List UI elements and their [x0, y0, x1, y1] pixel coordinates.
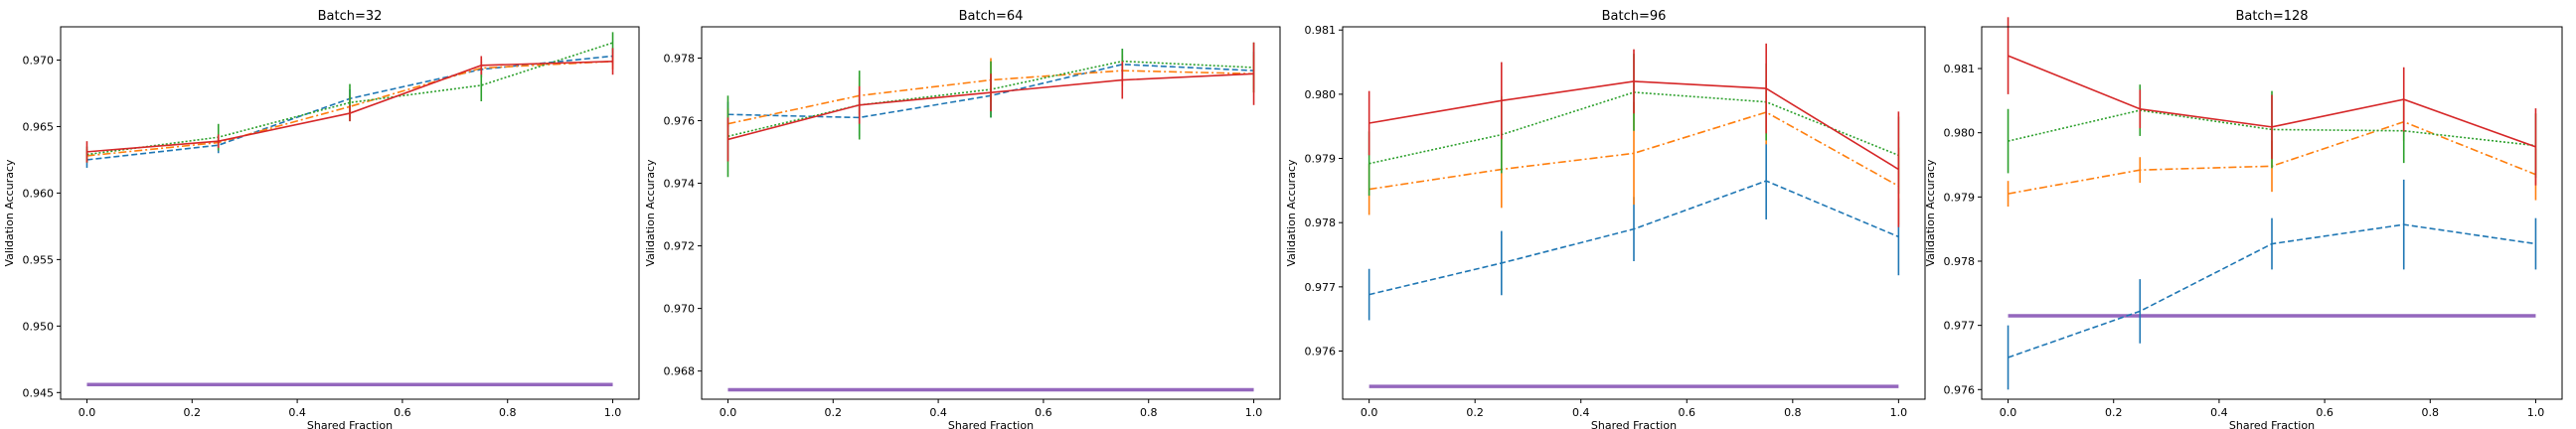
chart-title: Batch=128: [2235, 9, 2308, 24]
x-axis-label: Shared Fraction: [1591, 419, 1677, 429]
x-tick-label: 1.0: [604, 406, 622, 419]
x-tick-label: 0.4: [929, 406, 947, 419]
chart-panel-2: 0.0 0.2 0.4 0.6 0.8 1.0 0.968 0.970 0.972 0.974 0.…: [644, 9, 1281, 429]
x-tick-label: 0.6: [394, 406, 411, 419]
y-tick-label: 0.981: [1944, 63, 1976, 75]
x-axis-label: Shared Fraction: [948, 419, 1034, 429]
x-tick-label: 0.2: [2105, 406, 2123, 419]
y-tick-label: 0.977: [1944, 320, 1976, 333]
y-tick-label: 0.950: [23, 320, 55, 333]
chart-title: Batch=64: [959, 9, 1024, 24]
y-tick-label: 0.978: [664, 53, 696, 66]
y-axis-label: Validation Accuracy: [3, 159, 16, 267]
y-tick-label: 0.968: [664, 365, 696, 378]
x-tick-label: 0.6: [2316, 406, 2334, 419]
y-tick-label: 0.979: [1305, 153, 1337, 166]
y-tick-label: 0.979: [1944, 191, 1976, 204]
x-tick-label: 0.8: [1784, 406, 1802, 419]
y-tick-label: 0.980: [1944, 127, 1976, 140]
x-tick-label: 0.8: [499, 406, 517, 419]
x-tick-label: 0.4: [1572, 406, 1590, 419]
x-tick-label: 1.0: [1245, 406, 1263, 419]
x-tick-label: 0.4: [288, 406, 306, 419]
y-tick-label: 0.965: [23, 120, 55, 133]
y-tick-label: 0.978: [1944, 255, 1976, 268]
x-tick-label: 0.6: [1679, 406, 1696, 419]
x-tick-label: 0.2: [1466, 406, 1484, 419]
series-line-orange-dashdot: [86, 61, 613, 157]
x-tick-label: 0.4: [2210, 406, 2228, 419]
axes-frame: [1342, 26, 1926, 400]
y-tick-label: 0.981: [1305, 24, 1337, 37]
x-tick-label: 0.0: [79, 406, 96, 419]
y-tick-label: 0.945: [23, 386, 55, 399]
y-tick-label: 0.977: [1305, 281, 1337, 294]
y-tick-label: 0.980: [1305, 88, 1337, 101]
y-tick-label: 0.976: [1944, 383, 1976, 396]
x-tick-label: 0.0: [720, 406, 737, 419]
x-axis-label: Shared Fraction: [2229, 419, 2315, 429]
y-tick-label: 0.970: [23, 54, 55, 67]
x-tick-label: 0.2: [184, 406, 202, 419]
chart-panel-3: 0.0 0.2 0.4 0.6 0.8 1.0 0.976 0.977 0.978 0.979 0.…: [1285, 9, 1926, 429]
x-tick-label: 0.8: [2422, 406, 2440, 419]
y-tick-label: 0.972: [664, 240, 696, 253]
x-tick-label: 1.0: [1890, 406, 1908, 419]
y-axis-label: Validation Accuracy: [1285, 159, 1298, 267]
y-tick-label: 0.955: [23, 253, 55, 266]
y-tick-label: 0.976: [664, 115, 696, 128]
x-tick-label: 1.0: [2527, 406, 2545, 419]
series-line-green-dotted: [86, 42, 613, 156]
y-axis-label: Validation Accuracy: [644, 159, 657, 267]
y-tick-label: 0.978: [1305, 216, 1337, 229]
y-tick-label: 0.960: [23, 187, 55, 200]
chart-title: Batch=32: [318, 9, 383, 24]
x-tick-label: 0.6: [1035, 406, 1052, 419]
axes-frame: [60, 26, 640, 400]
axes-frame: [1981, 26, 2563, 400]
x-axis-label: Shared Fraction: [307, 419, 393, 429]
y-tick-label: 0.970: [664, 303, 696, 316]
y-tick-label: 0.976: [1305, 346, 1337, 358]
chart-title: Batch=96: [1602, 9, 1667, 24]
x-tick-label: 0.8: [1140, 406, 1158, 419]
axes-frame: [701, 26, 1281, 400]
chart-panel-1: 0.0 0.2 0.4 0.6 0.8 1.0 0.945 0.950 0.955 0.960 0.…: [3, 9, 640, 429]
x-tick-label: 0.0: [1361, 406, 1378, 419]
x-tick-label: 0.2: [825, 406, 843, 419]
chart-panel-4: 0.0 0.2 0.4 0.6 0.8 1.0 0.976 0.977 0.978 0.979 0.…: [1924, 9, 2563, 429]
x-tick-label: 0.0: [2000, 406, 2017, 419]
y-axis-label: Validation Accuracy: [1924, 159, 1937, 267]
y-tick-label: 0.974: [664, 178, 696, 191]
